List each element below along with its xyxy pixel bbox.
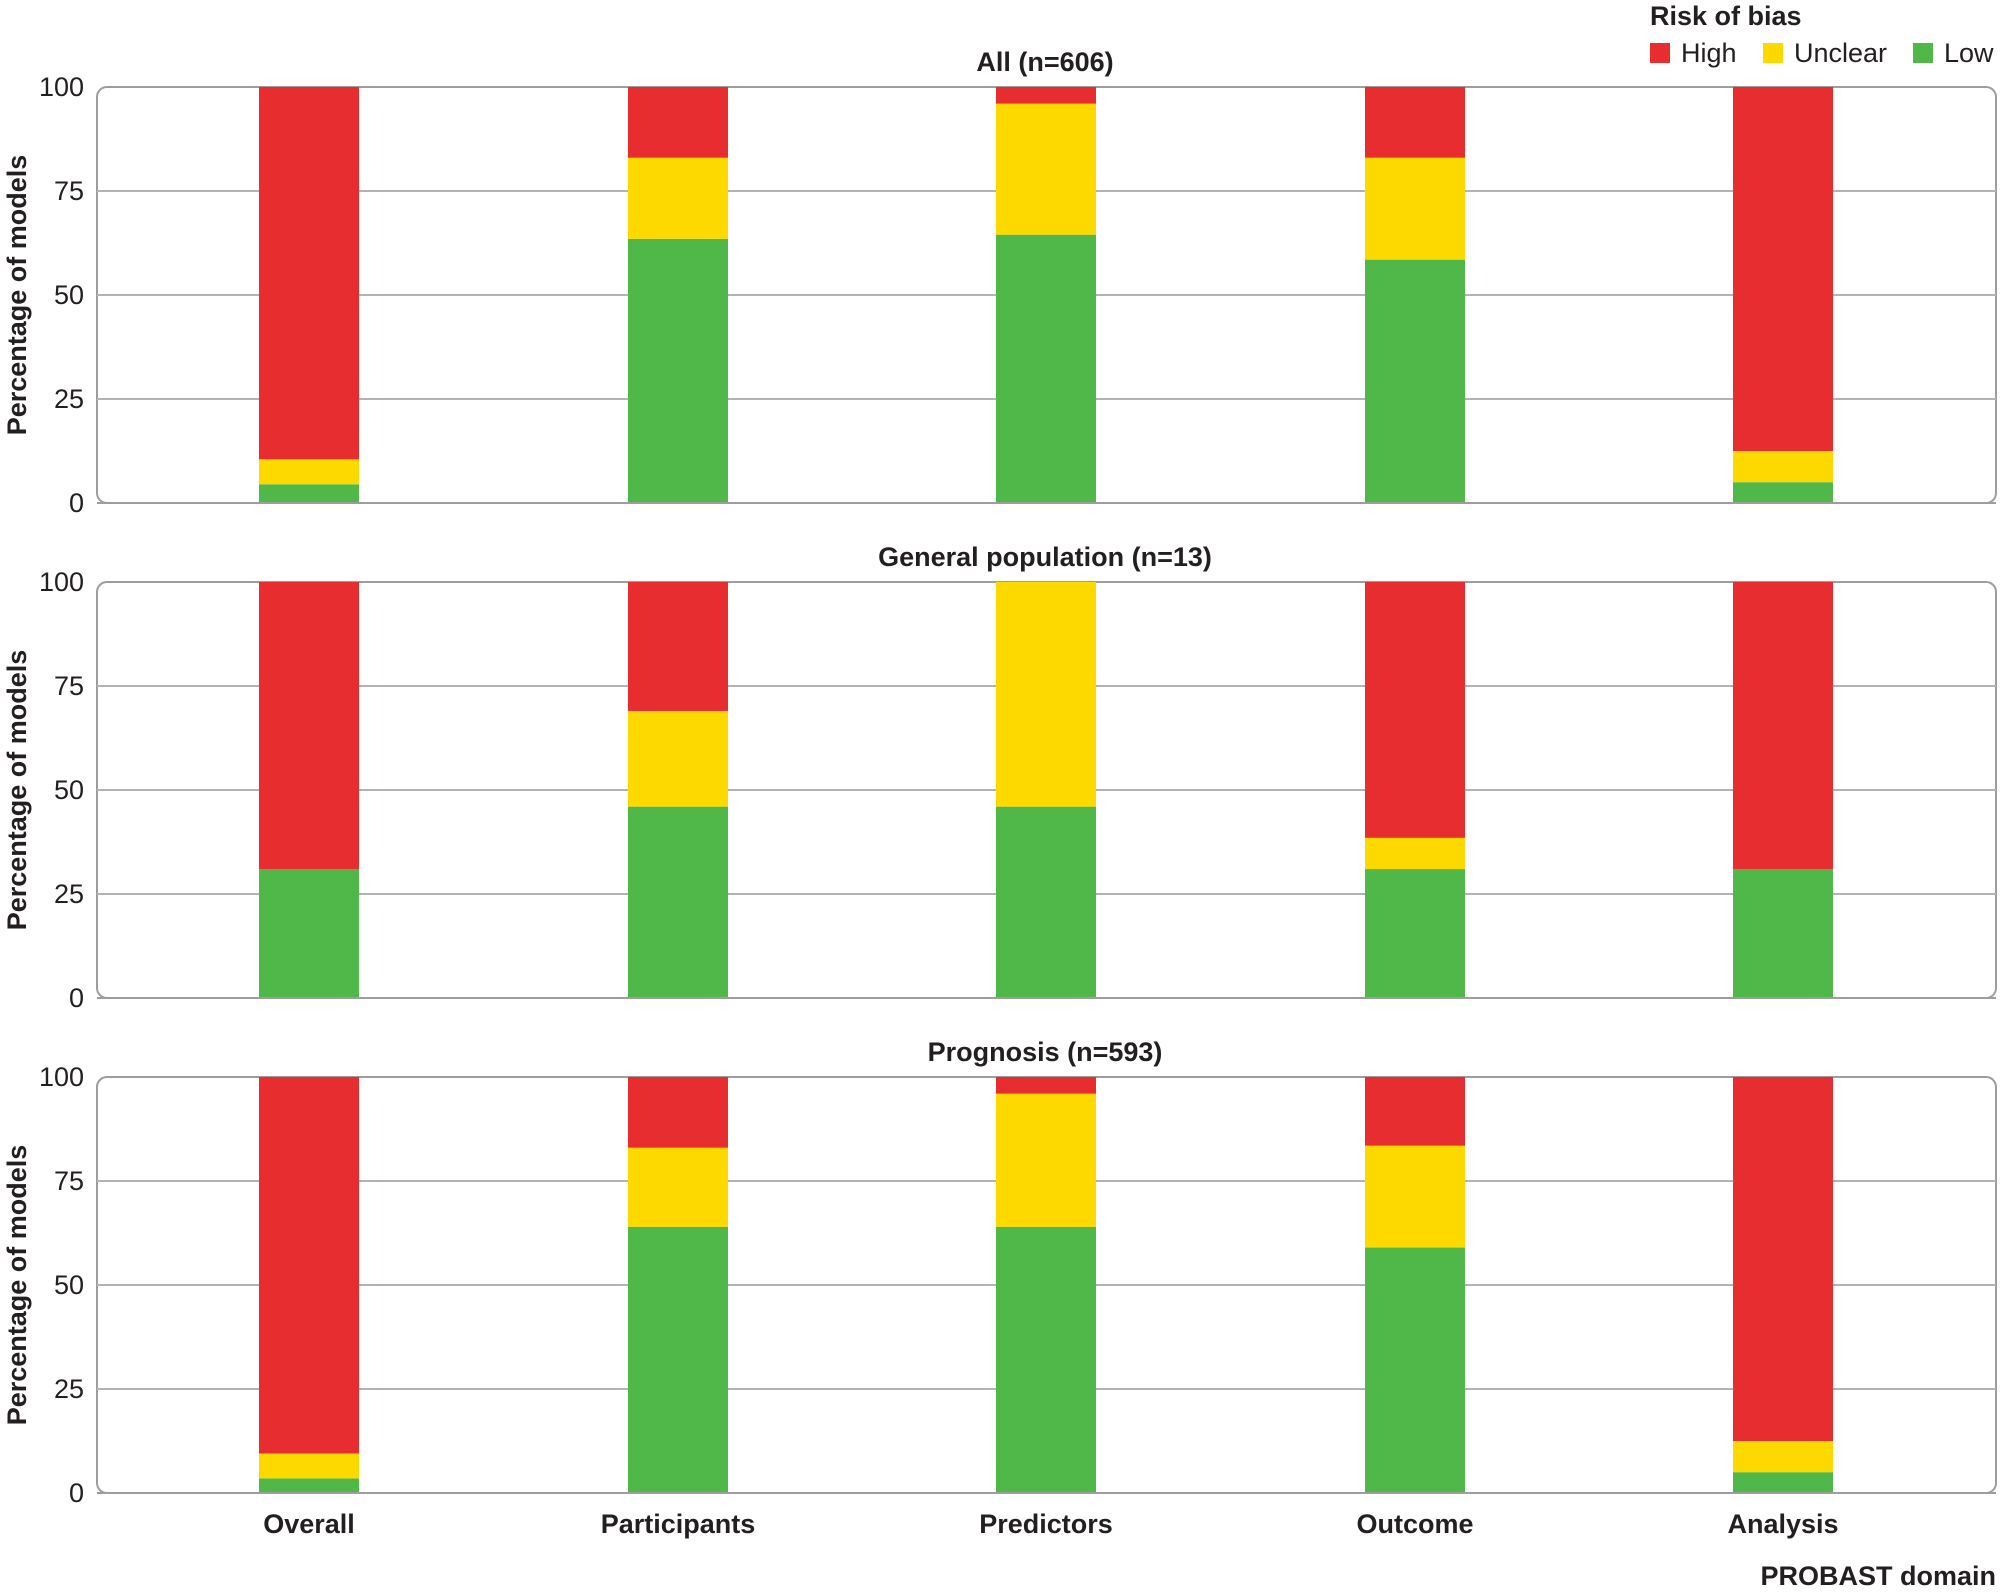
bar-low-analysis [1733, 869, 1833, 998]
bar-high-predictors [996, 1077, 1096, 1094]
y-axis-title: Percentage of models [2, 155, 32, 436]
y-tick-label: 50 [54, 775, 84, 805]
bar-high-participants [628, 582, 728, 711]
bar-low-overall [259, 1478, 359, 1493]
bar-low-predictors [996, 234, 1096, 503]
bar-unclear-outcome [1365, 157, 1465, 260]
bar-low-outcome [1365, 869, 1465, 998]
bar-high-predictors [996, 87, 1096, 104]
y-axis-title: Percentage of models [2, 1145, 32, 1426]
bar-unclear-participants [628, 1147, 728, 1227]
y-tick-label: 0 [69, 1478, 84, 1508]
x-axis-title: PROBAST domain [1760, 1561, 1996, 1591]
bar-unclear-predictors [996, 582, 1096, 807]
panel-title: Prognosis (n=593) [928, 1037, 1163, 1067]
bar-unclear-overall [259, 1453, 359, 1479]
bar-unclear-analysis [1733, 1441, 1833, 1473]
x-tick-label: Outcome [1356, 1509, 1473, 1539]
legend-title: Risk of bias [1650, 1, 1802, 31]
x-tick-label: Participants [601, 1509, 756, 1539]
y-tick-label: 25 [54, 384, 84, 414]
y-tick-label: 100 [39, 567, 84, 597]
bar-high-outcome [1365, 87, 1465, 158]
bar-high-analysis [1733, 1077, 1833, 1441]
y-tick-label: 50 [54, 1270, 84, 1300]
legend-swatch-low [1913, 43, 1933, 63]
bar-unclear-analysis [1733, 451, 1833, 483]
y-tick-label: 75 [54, 176, 84, 206]
bar-low-participants [628, 806, 728, 998]
bar-low-overall [259, 869, 359, 998]
bar-high-overall [259, 582, 359, 870]
y-tick-label: 50 [54, 280, 84, 310]
y-tick-label: 25 [54, 1374, 84, 1404]
y-axis-title: Percentage of models [2, 650, 32, 931]
legend-swatch-unclear [1763, 43, 1783, 63]
bar-low-predictors [996, 806, 1096, 998]
y-tick-label: 100 [39, 72, 84, 102]
legend-label-high: High [1681, 38, 1737, 68]
bar-high-participants [628, 87, 728, 158]
panel-title: All (n=606) [976, 47, 1113, 77]
bar-unclear-participants [628, 710, 728, 807]
bar-low-overall [259, 484, 359, 503]
bar-unclear-predictors [996, 1093, 1096, 1227]
bar-high-outcome [1365, 1077, 1465, 1146]
bar-unclear-overall [259, 459, 359, 485]
bar-high-overall [259, 1077, 359, 1454]
x-tick-label: Analysis [1727, 1509, 1838, 1539]
y-tick-label: 0 [69, 983, 84, 1013]
bar-high-participants [628, 1077, 728, 1148]
x-tick-label: Overall [263, 1509, 355, 1539]
bar-unclear-outcome [1365, 837, 1465, 870]
bar-unclear-outcome [1365, 1145, 1465, 1248]
bar-low-analysis [1733, 1472, 1833, 1493]
bar-low-outcome [1365, 259, 1465, 503]
bar-high-overall [259, 87, 359, 460]
bar-low-predictors [996, 1226, 1096, 1493]
bar-high-analysis [1733, 582, 1833, 870]
legend-swatch-high [1650, 43, 1670, 63]
y-tick-label: 100 [39, 1062, 84, 1092]
x-tick-label: Predictors [979, 1509, 1113, 1539]
legend-label-low: Low [1944, 38, 1994, 68]
bar-low-analysis [1733, 482, 1833, 503]
bar-low-participants [628, 238, 728, 503]
bar-high-analysis [1733, 87, 1833, 451]
bar-high-outcome [1365, 582, 1465, 838]
bar-unclear-predictors [996, 103, 1096, 235]
y-tick-label: 75 [54, 671, 84, 701]
bar-low-participants [628, 1226, 728, 1493]
y-tick-label: 25 [54, 879, 84, 909]
legend-label-unclear: Unclear [1794, 38, 1887, 68]
bar-low-outcome [1365, 1247, 1465, 1493]
panel-title: General population (n=13) [878, 542, 1212, 572]
y-tick-label: 75 [54, 1166, 84, 1196]
y-tick-label: 0 [69, 488, 84, 518]
bar-unclear-participants [628, 157, 728, 239]
